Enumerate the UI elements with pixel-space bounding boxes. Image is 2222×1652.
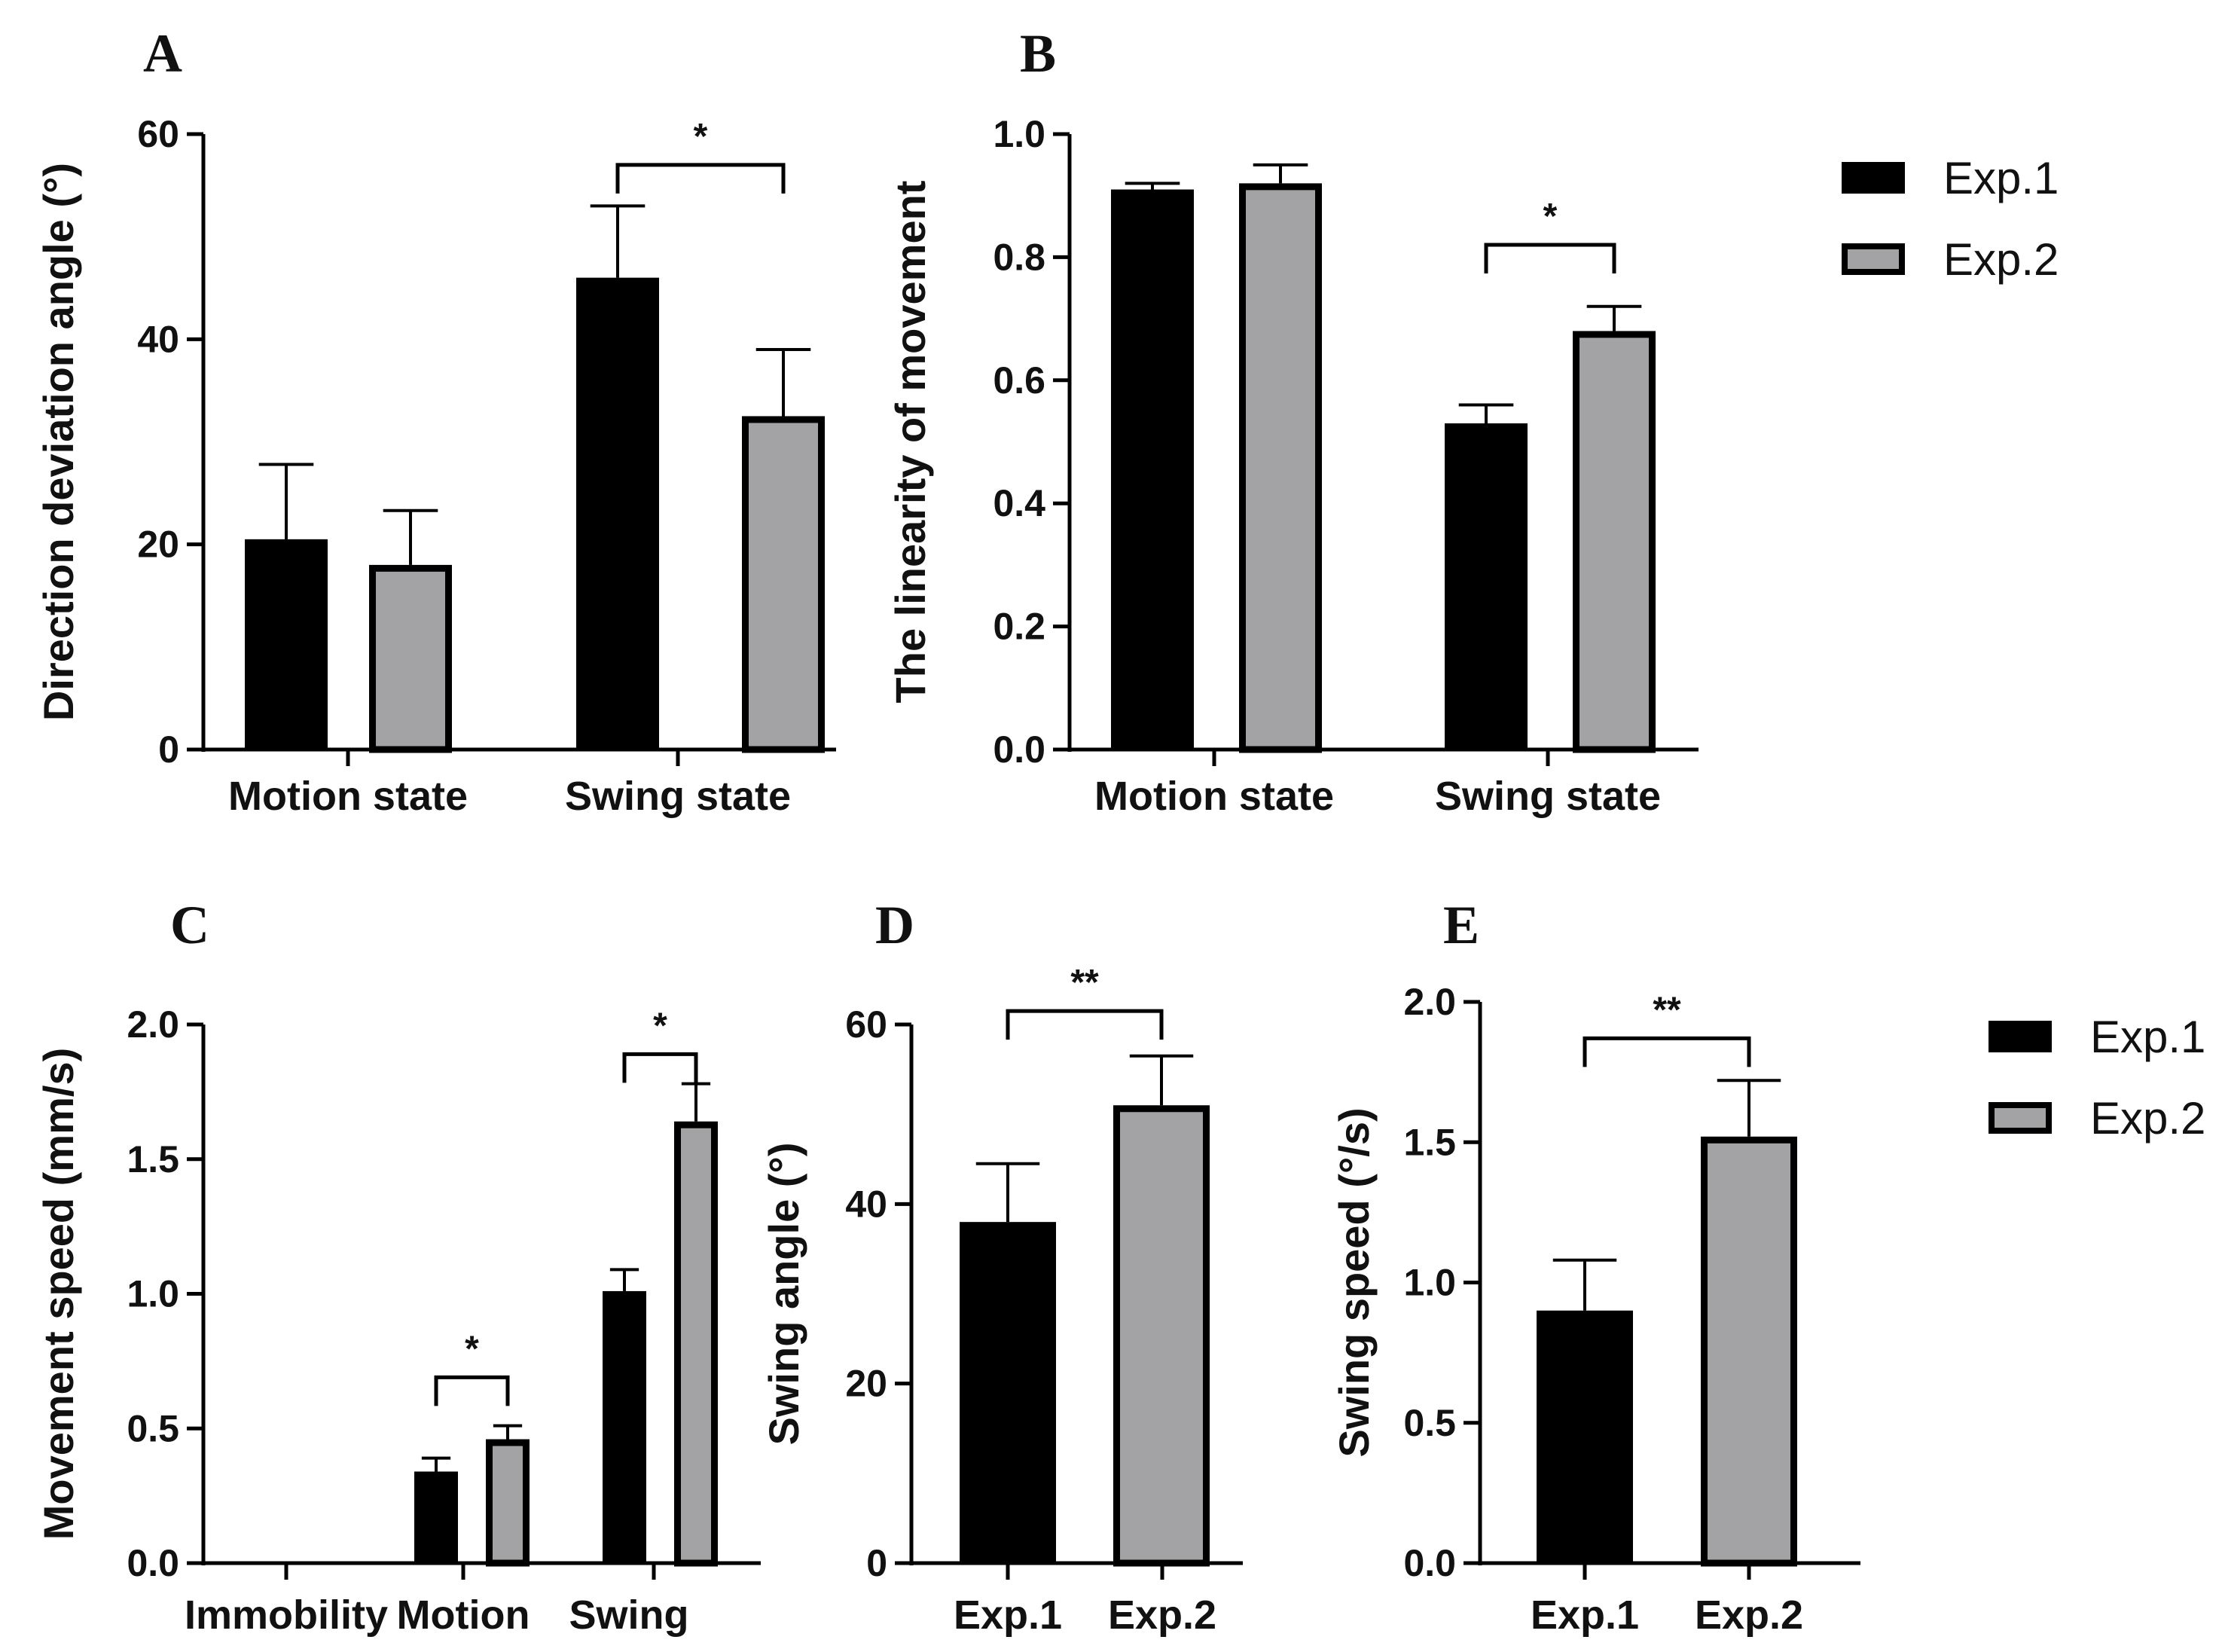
y-tick-label: 2.0 (127, 1003, 179, 1046)
x-category-label: Swing (569, 1592, 689, 1638)
significance-bracket (622, 1052, 698, 1083)
y-tick-label: 40 (137, 318, 179, 360)
bar-exp2 (1573, 331, 1656, 753)
y-tick-label: 0.4 (993, 482, 1045, 524)
panel-A: A 0 20 40 60 Direction deviation angle (°) Mot… (35, 23, 836, 819)
significance-marker: * (1543, 197, 1558, 237)
y-tick-label: 40 (845, 1183, 887, 1225)
y-tick-label: 1.0 (993, 113, 1045, 155)
bar-exp2 (1239, 183, 1322, 753)
significance-marker: ** (1070, 963, 1099, 1003)
y-tick-label: 0.5 (1403, 1402, 1456, 1444)
x-category-label: Exp.2 (1695, 1592, 1803, 1638)
legend-label: Exp.1 (2090, 1012, 2205, 1062)
y-tick-label: 2.0 (1403, 981, 1456, 1023)
y-axis-label: Swing angle (°) (760, 1143, 807, 1446)
x-category-label: Immobility (185, 1592, 388, 1638)
panel-B: B 0.0 0.2 0.4 0.6 0.8 1.0 The linearity of move… (887, 23, 1699, 819)
significance-bracket (1583, 1036, 1751, 1067)
x-category-label: Exp.1 (954, 1592, 1062, 1638)
bar-exp1 (1537, 1310, 1633, 1563)
y-tick-label: 1.0 (127, 1273, 179, 1315)
significance-bracket (1484, 243, 1616, 274)
y-axis-label: Swing speed (°/s) (1330, 1107, 1378, 1457)
y-tick-label: 0 (158, 728, 179, 771)
y-axis-label: Direction deviation angle (°) (35, 163, 82, 721)
significance-bracket (615, 163, 786, 194)
panel-label: D (875, 895, 914, 955)
y-axis-label: The linearity of movement (887, 181, 934, 704)
bar-exp2 (369, 564, 452, 753)
y-tick-label: 1.5 (1403, 1121, 1456, 1163)
x-category-label: Motion (397, 1592, 530, 1638)
significance-marker: * (465, 1329, 479, 1369)
bar-exp2 (486, 1439, 530, 1567)
bar-exp1 (576, 277, 659, 750)
bar-exp2 (674, 1121, 718, 1567)
bar-exp1 (960, 1222, 1056, 1563)
legend-swatch-exp1 (1989, 1021, 2052, 1052)
panel-label: A (143, 23, 182, 84)
legend-swatch-exp2 (1842, 243, 1905, 275)
x-category-label: Swing state (1435, 774, 1661, 819)
y-tick-label: 0.0 (127, 1542, 179, 1584)
legend-label: Exp.2 (1943, 234, 2059, 285)
y-tick-label: 0.0 (1403, 1542, 1456, 1584)
bar-exp1 (414, 1471, 458, 1563)
y-tick-label: 0.0 (993, 728, 1045, 771)
y-tick-label: 0.5 (127, 1407, 179, 1449)
significance-marker: * (694, 117, 708, 157)
significance-bracket (434, 1375, 510, 1406)
y-tick-label: 0.8 (993, 236, 1045, 278)
bar-exp1 (245, 539, 328, 750)
legend-swatch-exp1 (1842, 162, 1905, 194)
significance-bracket (1006, 1009, 1164, 1040)
legend-bottom: Exp.1 Exp.2 (1989, 1012, 2205, 1144)
panel-C: C 0.0 0.5 1.0 1.5 2.0 Movement speed (mm/s) Imm… (35, 895, 761, 1638)
panel-label: C (170, 895, 209, 955)
y-tick-label: 60 (137, 113, 179, 155)
x-category-label: Motion state (228, 774, 468, 819)
y-tick-label: 1.0 (1403, 1262, 1456, 1304)
bar-exp1 (1111, 189, 1194, 750)
y-tick-label: 0.2 (993, 606, 1045, 648)
legend-label: Exp.2 (2090, 1093, 2205, 1144)
significance-marker: * (653, 1006, 667, 1046)
bar-exp2 (1113, 1105, 1210, 1567)
x-category-label: Motion state (1094, 774, 1334, 819)
x-category-label: Swing state (565, 774, 791, 819)
legend-top: Exp.1 Exp.2 (1842, 153, 2059, 285)
bar-exp1 (603, 1290, 646, 1563)
significance-marker: ** (1653, 990, 1681, 1030)
y-tick-label: 20 (845, 1363, 887, 1405)
y-tick-label: 1.5 (127, 1138, 179, 1180)
bar-exp2 (742, 416, 825, 753)
panel-D: D 0 20 40 60 Swing angle (°) Exp.1 Exp.2 ** (760, 895, 1243, 1638)
y-tick-label: 0 (866, 1542, 887, 1584)
panel-E: E 0.0 0.5 1.0 1.5 2.0 Swing speed (°/s) Exp.1 Ex… (1330, 895, 1860, 1638)
panel-label: B (1020, 23, 1056, 84)
y-tick-label: 0.6 (993, 359, 1045, 402)
y-tick-label: 60 (845, 1003, 887, 1046)
panel-label: E (1443, 895, 1479, 955)
legend-swatch-exp2 (1989, 1102, 2052, 1134)
bar-exp2 (1701, 1136, 1797, 1567)
legend-label: Exp.1 (1943, 153, 2059, 203)
y-tick-label: 20 (137, 524, 179, 566)
x-category-label: Exp.2 (1108, 1592, 1216, 1638)
x-category-label: Exp.1 (1531, 1592, 1639, 1638)
bar-exp1 (1445, 423, 1528, 750)
y-axis-label: Movement speed (mm/s) (35, 1048, 82, 1541)
